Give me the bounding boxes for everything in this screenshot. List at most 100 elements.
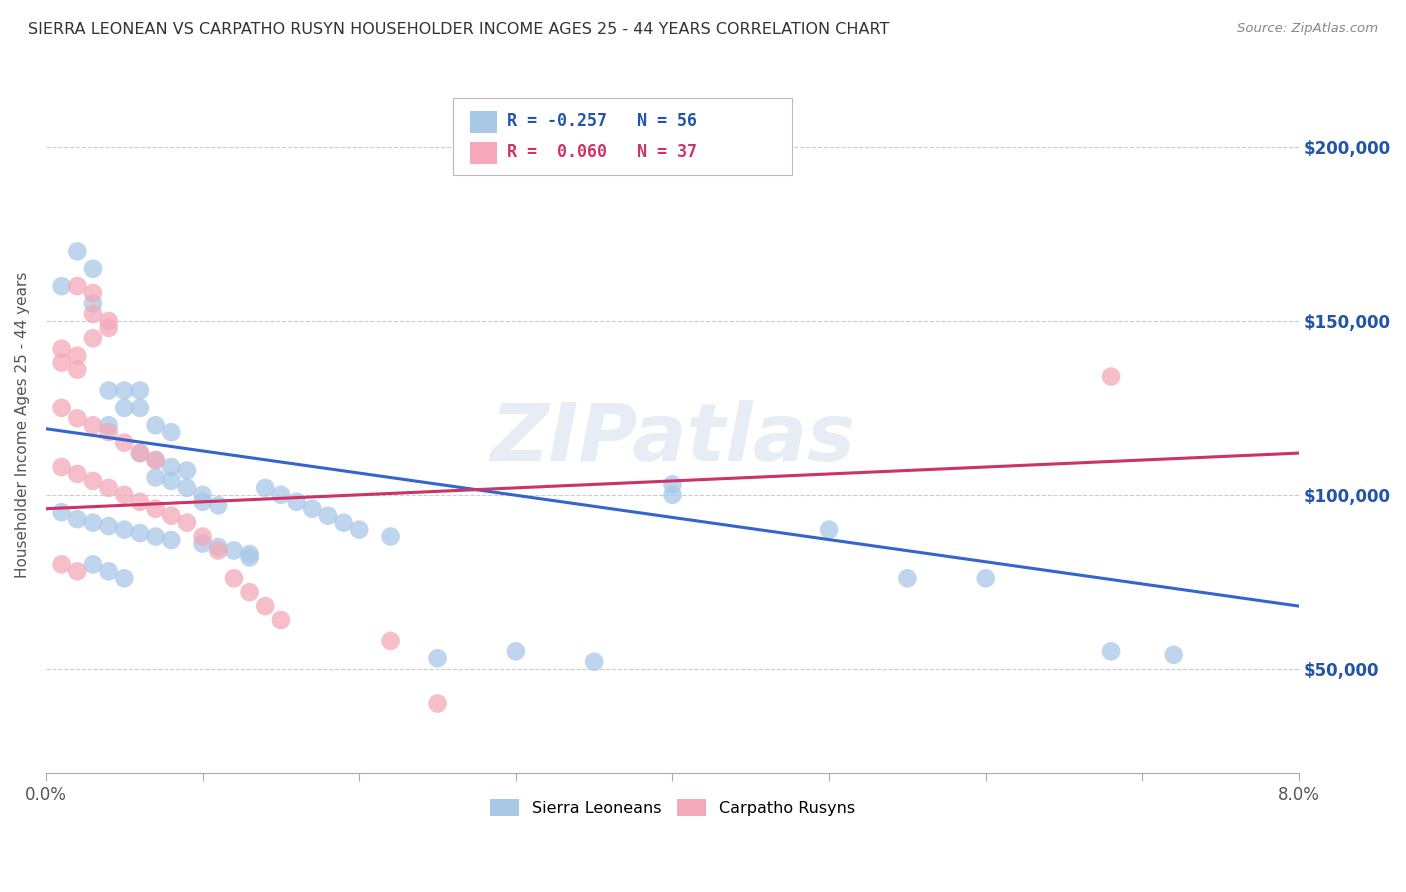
Point bbox=[112, 523, 135, 537]
Point bbox=[82, 418, 104, 433]
Point bbox=[97, 321, 120, 335]
Point bbox=[1099, 644, 1122, 658]
Point bbox=[316, 508, 339, 523]
Point bbox=[270, 613, 292, 627]
Point bbox=[285, 495, 308, 509]
Point bbox=[51, 356, 73, 370]
Point bbox=[51, 401, 73, 415]
Point bbox=[270, 488, 292, 502]
Point bbox=[191, 488, 214, 502]
Point bbox=[129, 526, 152, 541]
Point bbox=[1163, 648, 1185, 662]
Point bbox=[160, 508, 183, 523]
Text: SIERRA LEONEAN VS CARPATHO RUSYN HOUSEHOLDER INCOME AGES 25 - 44 YEARS CORRELATI: SIERRA LEONEAN VS CARPATHO RUSYN HOUSEHO… bbox=[28, 22, 890, 37]
Point bbox=[82, 296, 104, 310]
Legend: Sierra Leoneans, Carpatho Rusyns: Sierra Leoneans, Carpatho Rusyns bbox=[482, 791, 863, 824]
Point bbox=[51, 505, 73, 519]
Point bbox=[145, 453, 167, 467]
Point bbox=[191, 495, 214, 509]
Point bbox=[82, 558, 104, 572]
Point bbox=[191, 530, 214, 544]
Point bbox=[97, 314, 120, 328]
Point bbox=[896, 571, 918, 585]
Point bbox=[301, 501, 323, 516]
Point bbox=[145, 470, 167, 484]
Point bbox=[239, 585, 262, 599]
Point bbox=[160, 474, 183, 488]
Point bbox=[82, 516, 104, 530]
Point bbox=[145, 530, 167, 544]
Point bbox=[97, 425, 120, 440]
Point bbox=[207, 543, 229, 558]
Point bbox=[145, 418, 167, 433]
Point bbox=[974, 571, 997, 585]
Point bbox=[661, 477, 683, 491]
Text: R = -0.257   N = 56: R = -0.257 N = 56 bbox=[508, 112, 697, 129]
Point bbox=[583, 655, 606, 669]
FancyBboxPatch shape bbox=[453, 98, 792, 175]
Point bbox=[380, 634, 402, 648]
FancyBboxPatch shape bbox=[470, 111, 498, 133]
Point bbox=[818, 523, 841, 537]
FancyBboxPatch shape bbox=[470, 142, 498, 164]
Point bbox=[239, 550, 262, 565]
Point bbox=[239, 547, 262, 561]
Point bbox=[160, 533, 183, 547]
Text: ZIPatlas: ZIPatlas bbox=[491, 401, 855, 478]
Point bbox=[160, 460, 183, 475]
Point bbox=[66, 279, 89, 293]
Point bbox=[129, 495, 152, 509]
Point bbox=[347, 523, 370, 537]
Point bbox=[191, 536, 214, 550]
Point bbox=[82, 286, 104, 301]
Point bbox=[51, 460, 73, 475]
Point bbox=[112, 435, 135, 450]
Point bbox=[661, 488, 683, 502]
Text: R =  0.060   N = 37: R = 0.060 N = 37 bbox=[508, 143, 697, 161]
Point bbox=[66, 411, 89, 425]
Point bbox=[112, 488, 135, 502]
Text: Source: ZipAtlas.com: Source: ZipAtlas.com bbox=[1237, 22, 1378, 36]
Point bbox=[97, 418, 120, 433]
Point bbox=[66, 362, 89, 376]
Point bbox=[51, 558, 73, 572]
Point bbox=[129, 446, 152, 460]
Point bbox=[426, 651, 449, 665]
Point bbox=[66, 244, 89, 259]
Point bbox=[129, 401, 152, 415]
Point bbox=[129, 446, 152, 460]
Point bbox=[82, 331, 104, 345]
Point bbox=[97, 481, 120, 495]
Point bbox=[426, 697, 449, 711]
Point bbox=[82, 261, 104, 276]
Point bbox=[222, 543, 245, 558]
Point bbox=[332, 516, 354, 530]
Point bbox=[97, 565, 120, 579]
Y-axis label: Householder Income Ages 25 - 44 years: Householder Income Ages 25 - 44 years bbox=[15, 272, 30, 578]
Point bbox=[112, 571, 135, 585]
Point bbox=[176, 481, 198, 495]
Point bbox=[222, 571, 245, 585]
Point bbox=[51, 342, 73, 356]
Point bbox=[207, 540, 229, 554]
Point bbox=[207, 498, 229, 512]
Point bbox=[380, 530, 402, 544]
Point bbox=[97, 519, 120, 533]
Point bbox=[66, 349, 89, 363]
Point bbox=[82, 307, 104, 321]
Point bbox=[66, 565, 89, 579]
Point bbox=[176, 463, 198, 477]
Point bbox=[129, 384, 152, 398]
Point bbox=[176, 516, 198, 530]
Point bbox=[145, 501, 167, 516]
Point bbox=[51, 279, 73, 293]
Point bbox=[1099, 369, 1122, 384]
Point bbox=[66, 512, 89, 526]
Point bbox=[145, 453, 167, 467]
Point bbox=[160, 425, 183, 440]
Point bbox=[97, 384, 120, 398]
Point bbox=[254, 481, 277, 495]
Point bbox=[112, 401, 135, 415]
Point bbox=[254, 599, 277, 614]
Point bbox=[82, 474, 104, 488]
